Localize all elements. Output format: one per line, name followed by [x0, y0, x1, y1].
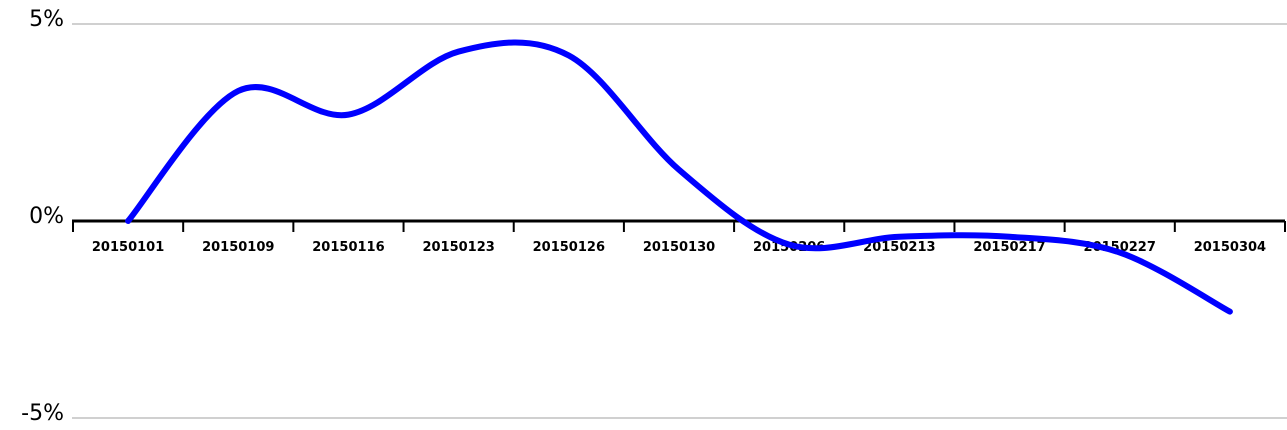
series-lines: [125, 39, 1233, 315]
y-tick-label: 5%: [29, 7, 64, 32]
x-axis: [72, 219, 1286, 232]
y-tick-label: 0%: [29, 204, 64, 229]
x-tick-label: 20150116: [312, 240, 384, 255]
x-tick-label: 20150101: [92, 240, 164, 255]
x-tick-label: 20150109: [202, 240, 274, 255]
x-tick-label: 20150304: [1194, 240, 1266, 255]
series-line: [125, 39, 1233, 315]
x-tick-label: 20150130: [643, 240, 715, 255]
x-tick-label: 20150123: [422, 240, 494, 255]
x-tick-label: 20150227: [1084, 240, 1156, 255]
x-tick-label: 20150213: [863, 240, 935, 255]
x-tick-label: 20150217: [973, 240, 1045, 255]
gridlines: [72, 23, 1287, 419]
x-axis-tick-labels: 20150101 20150109 20150116 20150123 20150126…: [92, 240, 1266, 255]
y-axis-tick-labels: 5% 0% -5%: [21, 7, 64, 426]
x-tick-label: 20150126: [533, 240, 605, 255]
y-tick-label: -5%: [21, 401, 64, 426]
